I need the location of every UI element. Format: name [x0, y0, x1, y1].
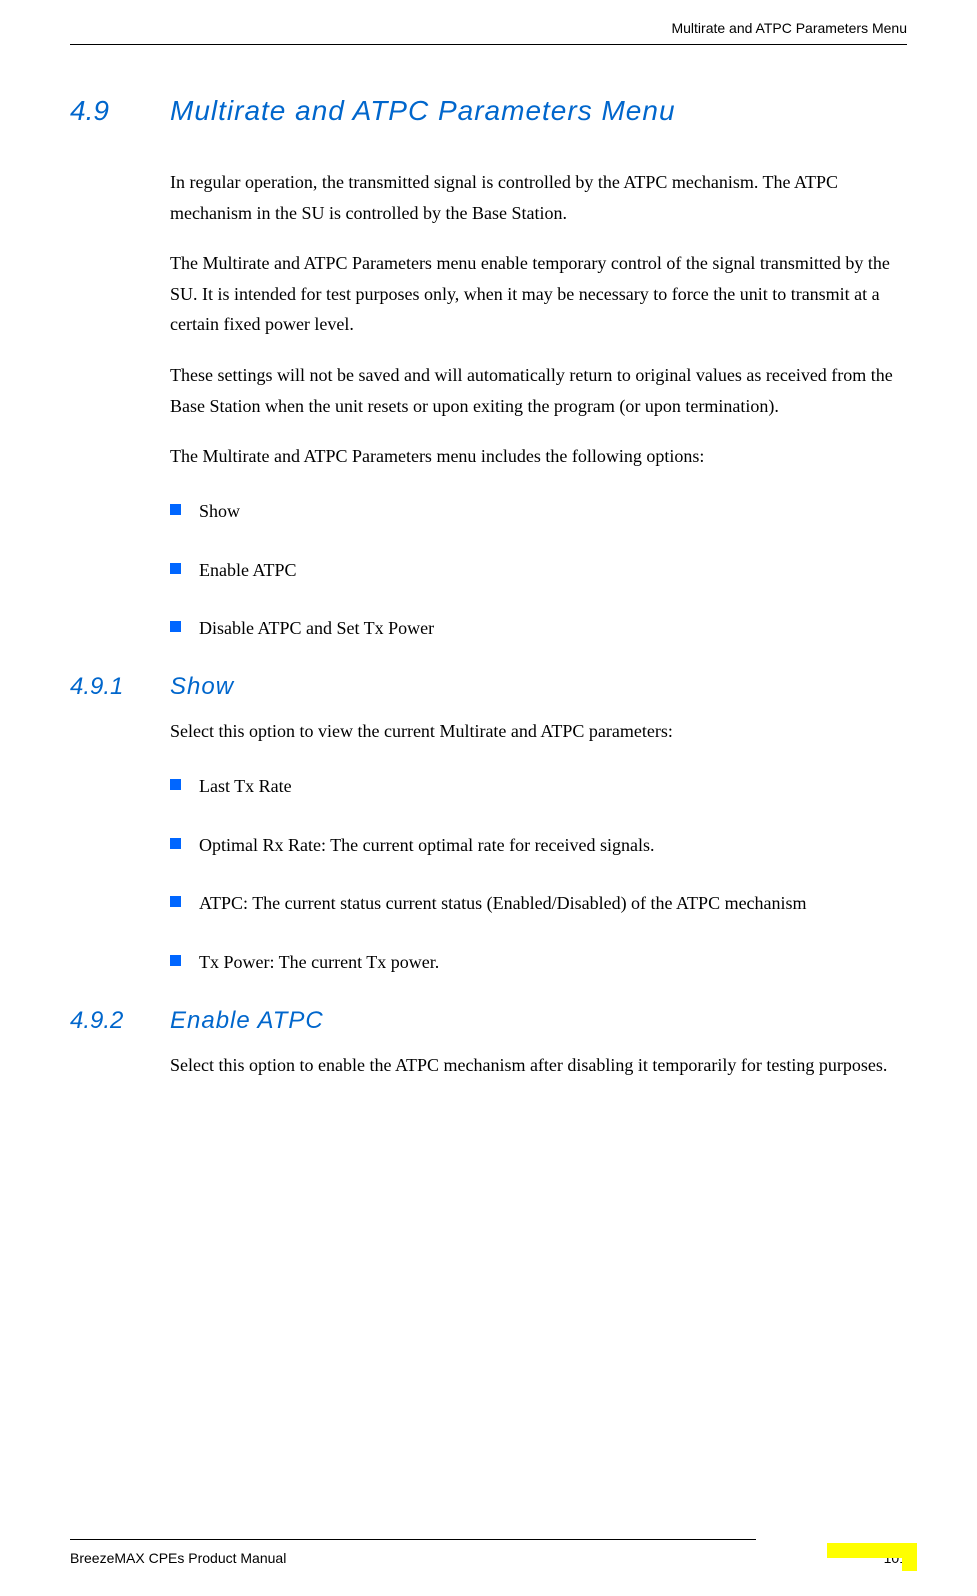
bullet-icon — [170, 838, 181, 849]
bullet-item: Last Tx Rate — [170, 772, 907, 801]
yellow-tab — [902, 1543, 917, 1571]
page-content: 4.9 Multirate and ATPC Parameters Menu I… — [70, 45, 907, 1081]
bullet-text: Disable ATPC and Set Tx Power — [199, 614, 907, 643]
bullet-item: Disable ATPC and Set Tx Power — [170, 614, 907, 643]
subsection-1-bullet-list: Last Tx Rate Optimal Rx Rate: The curren… — [170, 772, 907, 977]
bullet-icon — [170, 955, 181, 966]
paragraph-2: The Multirate and ATPC Parameters menu e… — [170, 248, 907, 340]
bullet-item: Enable ATPC — [170, 556, 907, 585]
bullet-icon — [170, 896, 181, 907]
bullet-icon — [170, 779, 181, 790]
section-number: 4.9 — [70, 95, 170, 127]
footer-marker-icon — [827, 1543, 917, 1571]
section-title: Multirate and ATPC Parameters Menu — [170, 95, 676, 127]
bullet-text: Tx Power: The current Tx power. — [199, 948, 907, 977]
subsection-heading-2: 4.9.2 Enable ATPC — [70, 1007, 907, 1035]
paragraph: Select this option to view the current M… — [170, 716, 907, 747]
footer-manual-name: BreezeMAX CPEs Product Manual — [70, 1550, 286, 1566]
subsection-2-text: Select this option to enable the ATPC me… — [170, 1050, 907, 1081]
paragraph-1: In regular operation, the transmitted si… — [170, 167, 907, 228]
paragraph: Select this option to enable the ATPC me… — [170, 1050, 907, 1081]
subsection-heading-1: 4.9.1 Show — [70, 673, 907, 701]
bullet-item: Optimal Rx Rate: The current optimal rat… — [170, 831, 907, 860]
bullet-text: Show — [199, 497, 907, 526]
header-title: Multirate and ATPC Parameters Menu — [671, 20, 907, 36]
footer-divider — [70, 1539, 756, 1540]
bullet-icon — [170, 621, 181, 632]
bullet-item: ATPC: The current status current status … — [170, 889, 907, 918]
page-header: Multirate and ATPC Parameters Menu — [70, 0, 907, 45]
bullet-text: Enable ATPC — [199, 556, 907, 585]
page-footer: BreezeMAX CPEs Product Manual 101 — [70, 1539, 907, 1566]
subsection-title: Enable ATPC — [170, 1007, 324, 1035]
paragraph-4: The Multirate and ATPC Parameters menu i… — [170, 441, 907, 472]
main-bullet-list: Show Enable ATPC Disable ATPC and Set Tx… — [170, 497, 907, 643]
section-heading: 4.9 Multirate and ATPC Parameters Menu — [70, 95, 907, 127]
subsection-1-intro: Select this option to view the current M… — [170, 716, 907, 747]
bullet-item: Tx Power: The current Tx power. — [170, 948, 907, 977]
bullet-text: Optimal Rx Rate: The current optimal rat… — [199, 831, 907, 860]
subsection-title: Show — [170, 673, 234, 701]
bullet-text: Last Tx Rate — [199, 772, 907, 801]
subsection-number: 4.9.2 — [70, 1007, 170, 1035]
body-text-block: In regular operation, the transmitted si… — [170, 167, 907, 472]
bullet-text: ATPC: The current status current status … — [199, 889, 907, 918]
paragraph-3: These settings will not be saved and wil… — [170, 360, 907, 421]
subsection-number: 4.9.1 — [70, 673, 170, 701]
footer-content: BreezeMAX CPEs Product Manual 101 — [70, 1550, 907, 1566]
bullet-icon — [170, 504, 181, 515]
bullet-item: Show — [170, 497, 907, 526]
bullet-icon — [170, 563, 181, 574]
